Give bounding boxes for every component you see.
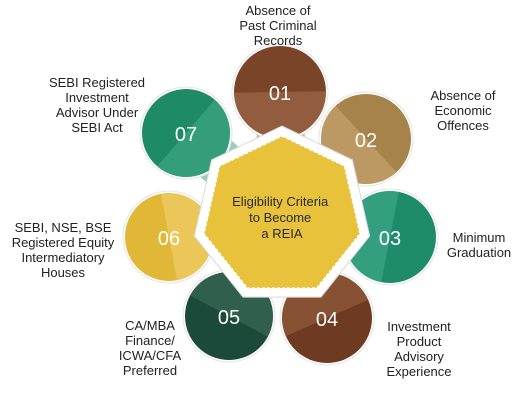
center-hub: Eligibility Criteria to Become a REIA bbox=[193, 125, 371, 298]
petal-07: 07 bbox=[139, 86, 233, 180]
center-heptagon bbox=[203, 135, 361, 289]
center-line-3: a REIA bbox=[261, 226, 303, 241]
label-03: Minimum Graduation bbox=[446, 230, 512, 260]
petal-number-05: 05 bbox=[218, 307, 240, 329]
petal-number-03: 03 bbox=[379, 228, 401, 250]
petal-number-02: 02 bbox=[355, 130, 377, 152]
petal-number-07: 07 bbox=[175, 124, 197, 146]
petal-number-04: 04 bbox=[316, 309, 338, 331]
petal-01: 01 bbox=[231, 43, 329, 141]
petal-shade-01 bbox=[234, 91, 326, 138]
petal-shade-07 bbox=[157, 99, 230, 178]
center-title: Eligibility Criteria to Become a REIA bbox=[232, 194, 332, 241]
petal-number-06: 06 bbox=[158, 228, 180, 250]
label-07: SEBI Registered Investment Advisor Under… bbox=[48, 75, 146, 135]
center-line-1: Eligibility Criteria bbox=[232, 194, 329, 209]
label-06: SEBI, NSE, BSE Registered Equity Interme… bbox=[11, 220, 115, 280]
label-05: CA/MBA Finance/ ICWA/CFA Preferred bbox=[118, 318, 182, 378]
center-line-2: to Become bbox=[249, 210, 311, 225]
label-04: Investment Product Advisory Experience bbox=[386, 319, 452, 379]
petal-03: 03 bbox=[341, 188, 439, 286]
petal-number-01: 01 bbox=[269, 83, 291, 105]
label-01: Absence of Past Criminal Records bbox=[239, 3, 317, 48]
label-02: Absence of Economic Offences bbox=[430, 88, 496, 133]
